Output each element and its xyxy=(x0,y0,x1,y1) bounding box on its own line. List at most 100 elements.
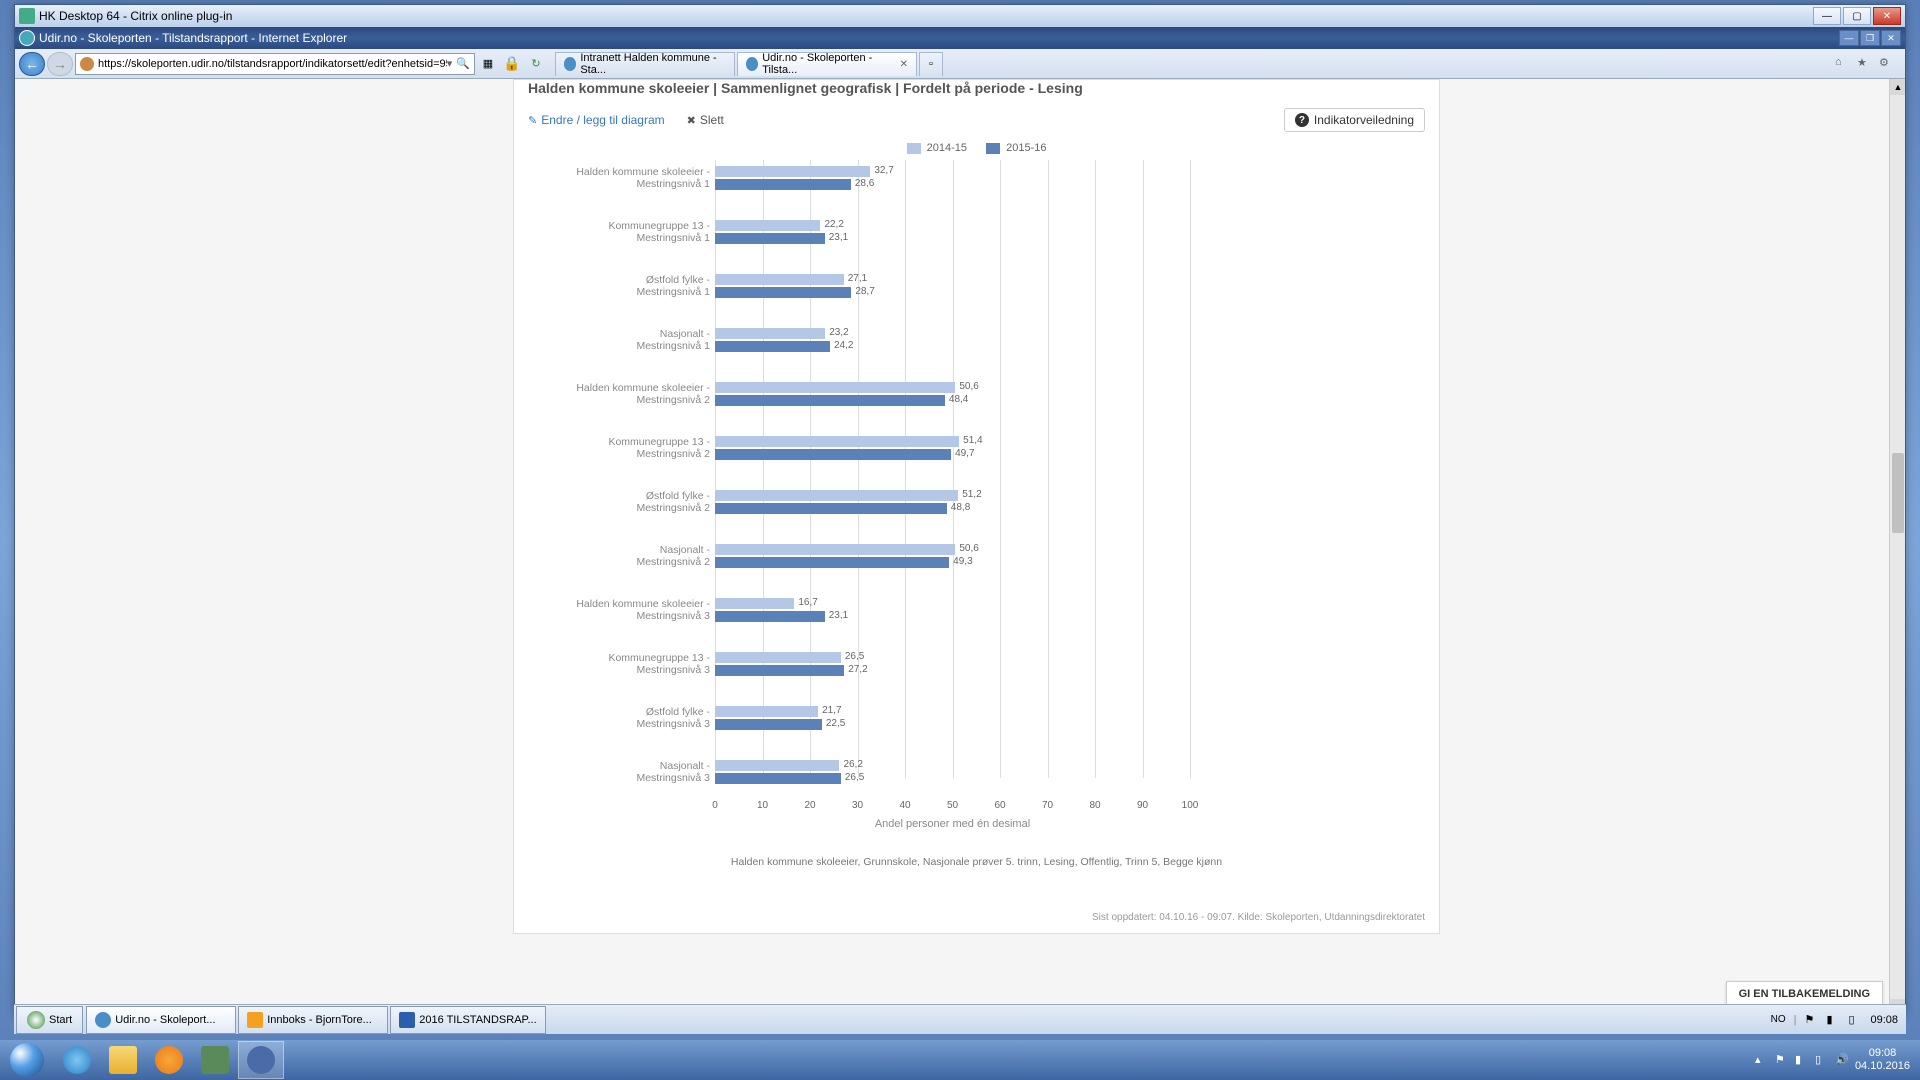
new-tab-button[interactable]: ▫ xyxy=(919,52,943,76)
start-label: Start xyxy=(49,1014,72,1026)
security-lock-icon[interactable]: 🔒 xyxy=(501,53,523,75)
maximize-button[interactable]: ▢ xyxy=(1843,7,1871,25)
bar-group: Kommunegruppe 13 -Mestringsnivå 251,449,… xyxy=(528,436,1425,460)
show-hidden-icon[interactable]: ▴ xyxy=(1755,1053,1769,1067)
compat-button[interactable]: ▦ xyxy=(477,53,499,75)
bar-2015 xyxy=(715,287,851,298)
ie-minimize-button[interactable]: — xyxy=(1839,30,1859,46)
host-clock[interactable]: 09:08 04.10.2016 xyxy=(1855,1047,1910,1073)
url-input[interactable] xyxy=(98,58,447,70)
taskbar-media[interactable] xyxy=(146,1041,192,1079)
citrix-window-controls: — ▢ ✕ xyxy=(1813,7,1901,25)
taskbar-explorer[interactable] xyxy=(100,1041,146,1079)
bar-group: Halden kommune skoleeier -Mestringsnivå … xyxy=(528,382,1425,406)
flag-icon[interactable]: ⚑ xyxy=(1775,1053,1789,1067)
vertical-scrollbar[interactable]: ▲ ▼ xyxy=(1889,79,1905,1015)
citrix-titlebar[interactable]: HK Desktop 64 - Citrix online plug-in — … xyxy=(15,5,1905,27)
bar-group: Nasjonalt -Mestringsnivå 250,649,3 xyxy=(528,544,1425,568)
bar-value: 49,7 xyxy=(955,448,974,459)
volume-icon[interactable]: ▯ xyxy=(1848,1013,1862,1027)
windows-orb-icon xyxy=(10,1043,44,1077)
report-toolbar: ✎ Endre / legg til diagram ✖ Slett ? Ind… xyxy=(514,102,1439,138)
taskbar-app[interactable] xyxy=(238,1041,284,1079)
dropdown-icon[interactable]: ▾ xyxy=(447,57,453,70)
network-icon[interactable]: ▮ xyxy=(1826,1013,1840,1027)
bar-value: 26,2 xyxy=(843,759,862,770)
taskbar-citrix[interactable] xyxy=(192,1041,238,1079)
taskbar-item[interactable]: Udir.no - Skoleport... xyxy=(86,1006,236,1034)
bar-value: 50,6 xyxy=(959,381,978,392)
clock[interactable]: 09:08 xyxy=(1870,1014,1898,1026)
ie-titlebar[interactable]: Udir.no - Skoleporten - Tilstandsrapport… xyxy=(15,27,1905,49)
chart: 2014-15 2015-16 0102030405060708090100 A… xyxy=(514,138,1439,868)
host-taskbar: ▴ ⚑ ▮ ▯ 🔊 09:08 04.10.2016 xyxy=(0,1040,1920,1080)
forward-button[interactable]: → xyxy=(47,52,73,76)
battery-icon[interactable]: ▯ xyxy=(1815,1053,1829,1067)
tab-close-icon[interactable]: ✕ xyxy=(900,59,908,70)
indicator-guide-button[interactable]: ? Indikatorveiledning xyxy=(1284,108,1425,132)
legend-label: 2014-15 xyxy=(927,142,967,154)
bar-2014 xyxy=(715,220,820,231)
system-tray: NO | ⚑ ▮ ▯ 09:08 xyxy=(1771,1013,1906,1027)
minimize-button[interactable]: — xyxy=(1813,7,1841,25)
bar-2014 xyxy=(715,706,818,717)
tab-label: Udir.no - Skoleporten - Tilsta... xyxy=(762,52,891,76)
report-panel: Halden kommune skoleeier | Sammenlignet … xyxy=(513,79,1440,934)
taskbar-ie[interactable] xyxy=(54,1041,100,1079)
category-label: Østfold fylke -Mestringsnivå 1 xyxy=(636,274,710,298)
bar-2014 xyxy=(715,274,844,285)
host-start-button[interactable] xyxy=(0,1040,54,1080)
bar-group: Kommunegruppe 13 -Mestringsnivå 326,527,… xyxy=(528,652,1425,676)
gridline xyxy=(1143,160,1144,778)
tools-icon[interactable]: ⚙ xyxy=(1879,56,1895,72)
x-tick: 0 xyxy=(712,800,718,811)
scroll-up-icon[interactable]: ▲ xyxy=(1890,79,1905,95)
search-icon[interactable]: 🔍 xyxy=(456,57,470,70)
gridline xyxy=(1190,160,1191,778)
taskbar-item[interactable]: Innboks - BjornTore... xyxy=(238,1006,388,1034)
gridline xyxy=(1095,160,1096,778)
language-indicator[interactable]: NO xyxy=(1771,1014,1786,1025)
bar-2015 xyxy=(715,611,825,622)
home-icon[interactable]: ⌂ xyxy=(1835,56,1851,72)
citrix-taskbar: Start Udir.no - Skoleport...Innboks - Bj… xyxy=(14,1004,1906,1034)
ie-close-button[interactable]: ✕ xyxy=(1881,30,1901,46)
site-icon xyxy=(80,57,94,71)
volume-icon[interactable]: 🔊 xyxy=(1835,1053,1849,1067)
delete-link[interactable]: ✖ Slett xyxy=(687,113,724,127)
ie-restore-button[interactable]: ❐ xyxy=(1860,30,1880,46)
folder-icon xyxy=(109,1046,137,1074)
x-tick: 80 xyxy=(1089,800,1100,811)
bar-value: 22,5 xyxy=(826,718,845,729)
x-tick: 70 xyxy=(1042,800,1053,811)
close-button[interactable]: ✕ xyxy=(1873,7,1901,25)
taskbar-item[interactable]: 2016 TILSTANDSRAP... xyxy=(390,1006,545,1034)
taskbar-item-label: 2016 TILSTANDSRAP... xyxy=(419,1014,536,1026)
gridline xyxy=(763,160,764,778)
ie-window: Udir.no - Skoleporten - Tilstandsrapport… xyxy=(15,27,1905,1015)
ie-tabs: Intranett Halden kommune - Sta... Udir.n… xyxy=(555,52,943,76)
bar-value: 26,5 xyxy=(845,651,864,662)
start-button[interactable]: Start xyxy=(16,1006,83,1034)
gridline xyxy=(810,160,811,778)
page-content: Halden kommune skoleeier | Sammenlignet … xyxy=(15,79,1905,1015)
tab-skoleporten[interactable]: Udir.no - Skoleporten - Tilsta... ✕ xyxy=(737,52,917,76)
ie-toolbar: ← → ▾ 🔍 ▦ 🔒 ↻ Intranett Halden kommune -… xyxy=(15,49,1905,79)
refresh-button[interactable]: ↻ xyxy=(525,53,547,75)
ie-toolbar-right: ⌂ ★ ⚙ xyxy=(1835,56,1901,72)
tab-intranett[interactable]: Intranett Halden kommune - Sta... xyxy=(555,52,735,76)
flag-icon[interactable]: ⚑ xyxy=(1804,1013,1818,1027)
address-bar[interactable]: ▾ 🔍 xyxy=(75,53,475,75)
scroll-thumb[interactable] xyxy=(1892,453,1904,533)
host-time: 09:08 xyxy=(1855,1047,1910,1060)
edit-diagram-link[interactable]: ✎ Endre / legg til diagram xyxy=(528,113,665,127)
network-icon[interactable]: ▮ xyxy=(1795,1053,1809,1067)
bar-group: Nasjonalt -Mestringsnivå 326,226,5 xyxy=(528,760,1425,784)
edit-diagram-label: Endre / legg til diagram xyxy=(541,113,664,127)
bar-2015 xyxy=(715,341,830,352)
favorites-icon[interactable]: ★ xyxy=(1857,56,1873,72)
gridline xyxy=(715,160,716,778)
bar-group: Østfold fylke -Mestringsnivå 127,128,7 xyxy=(528,274,1425,298)
bar-2015 xyxy=(715,233,825,244)
back-button[interactable]: ← xyxy=(19,52,45,76)
